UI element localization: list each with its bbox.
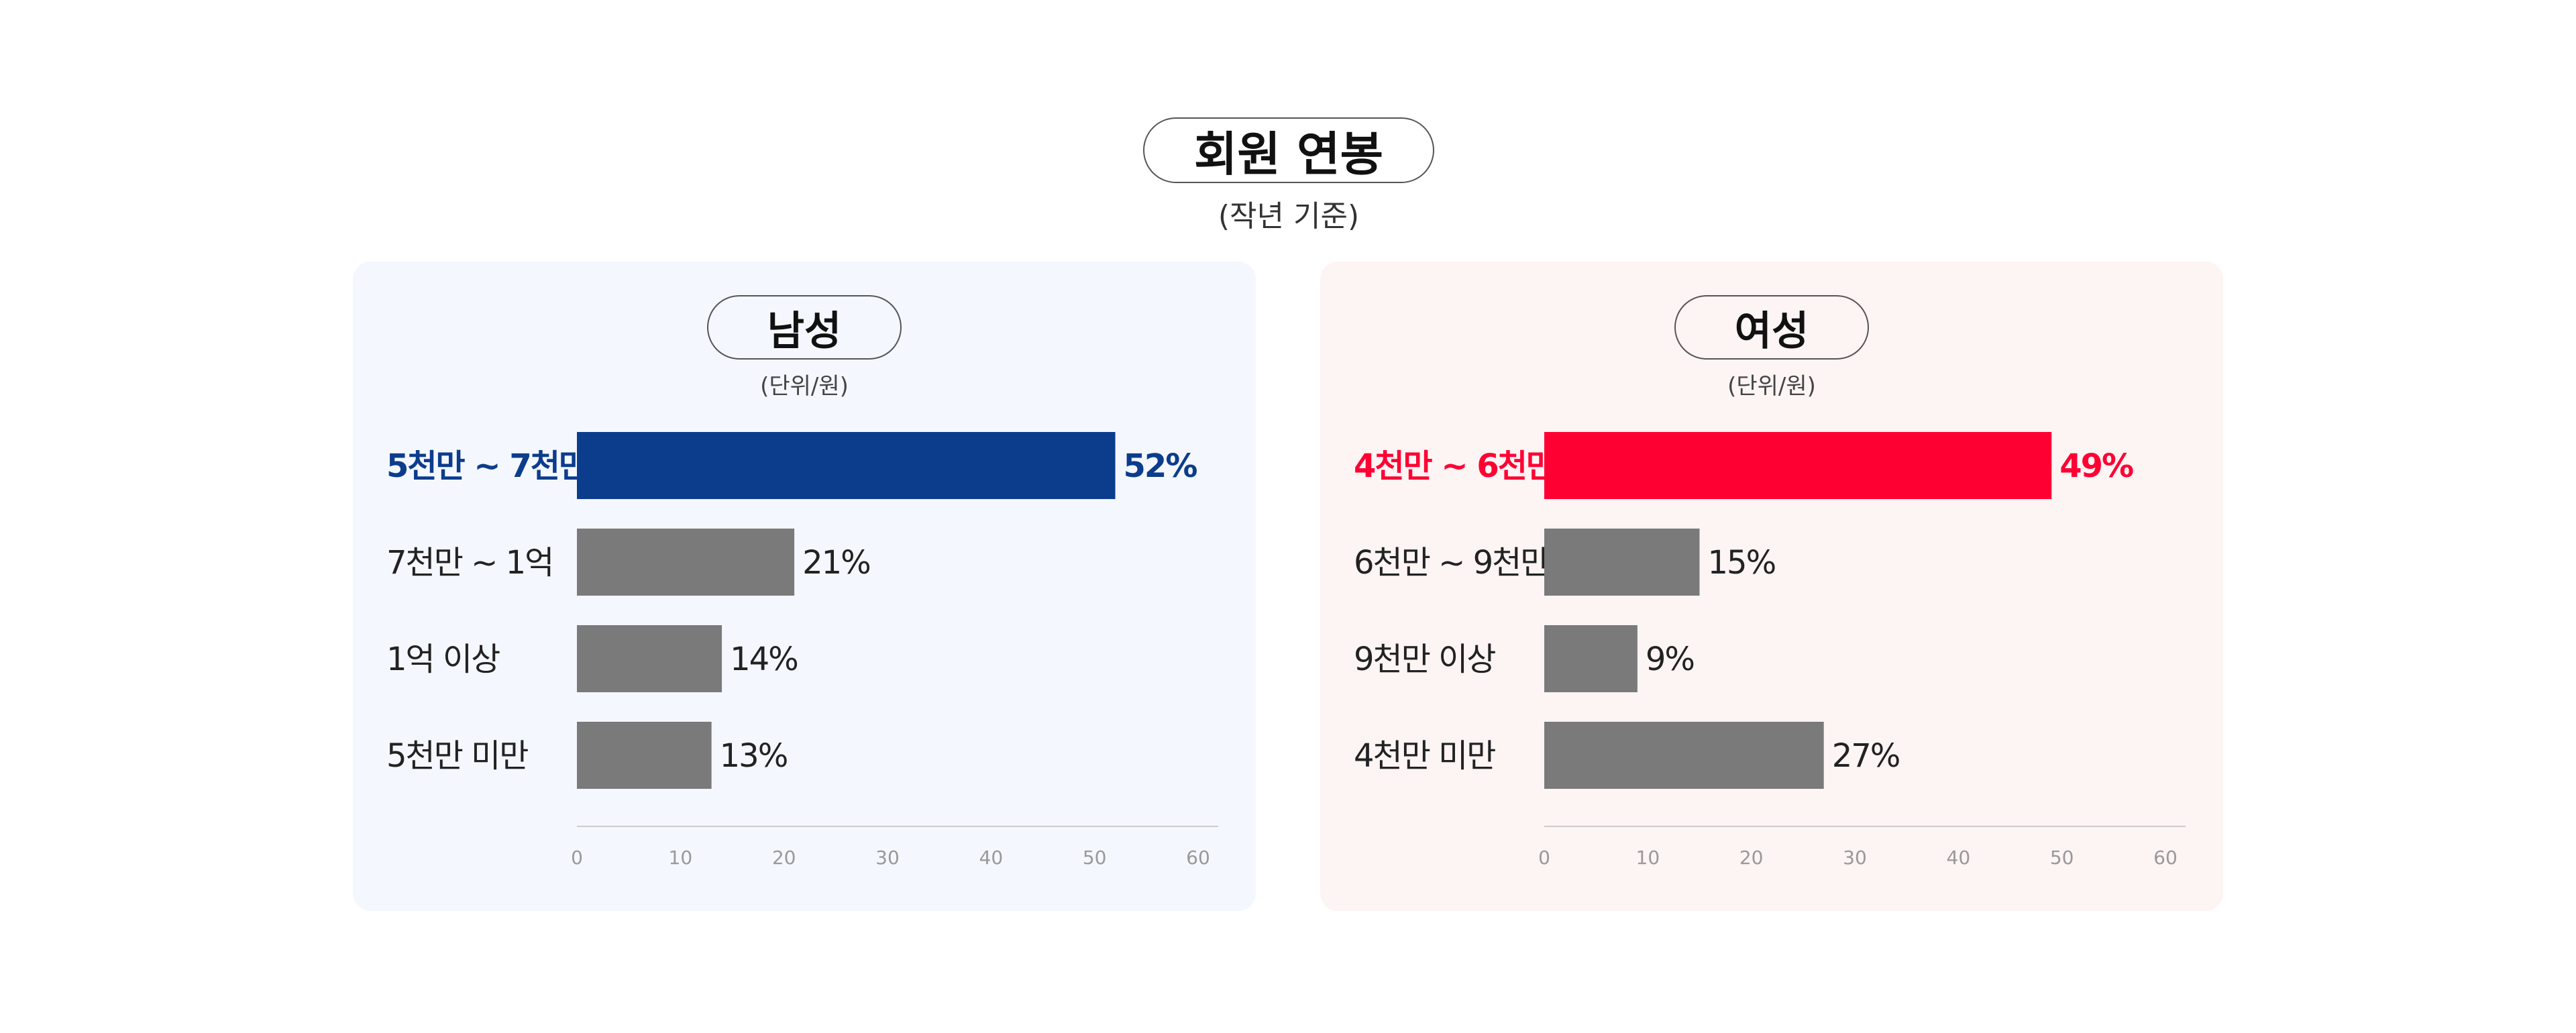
- female-chart-panel: 여성 (단위/원) 4천만 ~ 6천만 49% 6천만 ~ 9천만 15% 9천만 이상…: [1320, 262, 2223, 911]
- category-label: 5천만 미만: [386, 737, 528, 775]
- x-tick-label: 60: [1186, 847, 1210, 869]
- x-tick-label: 50: [1083, 847, 1107, 869]
- x-tick-label: 50: [2050, 847, 2074, 869]
- category-label: 1억 이상: [386, 641, 500, 678]
- x-tick-label: 10: [1636, 847, 1660, 869]
- male-chart-panel: 남성 (단위/원) 5천만 ~ 7천만 52% 7천만 ~ 1억 21% 1억 이상 14…: [353, 262, 1256, 911]
- bar: [1544, 625, 1638, 692]
- value-label: 13%: [720, 737, 788, 775]
- female-bar-chart: 4천만 ~ 6천만 49% 6천만 ~ 9천만 15% 9천만 이상 9% 4천만 미만 27…: [1354, 432, 2186, 869]
- bar: [1544, 529, 1700, 596]
- x-tick-label: 0: [1538, 847, 1550, 869]
- category-label: 5천만 ~ 7천만: [386, 447, 588, 485]
- bar: [577, 625, 722, 692]
- male-chart-unit: (단위/원): [760, 373, 849, 400]
- page-title: 회원 연봉: [1143, 117, 1434, 183]
- category-label: 4천만 ~ 6천만: [1354, 447, 1556, 485]
- value-label: 27%: [1832, 737, 1900, 775]
- x-tick-label: 30: [1843, 847, 1867, 869]
- category-label: 9천만 이상: [1354, 641, 1495, 678]
- x-tick-label: 30: [875, 847, 900, 869]
- male-bar-chart: 5천만 ~ 7천만 52% 7천만 ~ 1억 21% 1억 이상 14% 5천만 미만 13%…: [386, 432, 1218, 869]
- bar: [577, 432, 1116, 499]
- value-label: 49%: [2059, 447, 2133, 485]
- x-tick-label: 20: [1739, 847, 1764, 869]
- bar: [1544, 432, 2052, 499]
- category-label: 6천만 ~ 9천만: [1354, 544, 1549, 582]
- value-label: 9%: [1646, 641, 1694, 678]
- female-chart-unit: (단위/원): [1727, 373, 1816, 400]
- category-label: 4천만 미만: [1354, 737, 1495, 775]
- female-chart-title: 여성: [1674, 295, 1869, 360]
- x-tick-label: 0: [571, 847, 583, 869]
- bar: [577, 722, 712, 789]
- x-tick-label: 20: [772, 847, 796, 869]
- x-tick-label: 10: [669, 847, 693, 869]
- page-subtitle: (작년 기준): [1218, 199, 1360, 233]
- value-label: 21%: [802, 544, 870, 582]
- x-tick-label: 40: [1947, 847, 1971, 869]
- value-label: 52%: [1124, 447, 1197, 485]
- bar: [1544, 722, 1824, 789]
- value-label: 15%: [1708, 544, 1776, 582]
- x-tick-label: 60: [2153, 847, 2178, 869]
- category-label: 7천만 ~ 1억: [386, 544, 553, 582]
- bar: [577, 529, 795, 596]
- value-label: 14%: [730, 641, 798, 678]
- male-chart-title: 남성: [707, 295, 902, 360]
- x-tick-label: 40: [979, 847, 1004, 869]
